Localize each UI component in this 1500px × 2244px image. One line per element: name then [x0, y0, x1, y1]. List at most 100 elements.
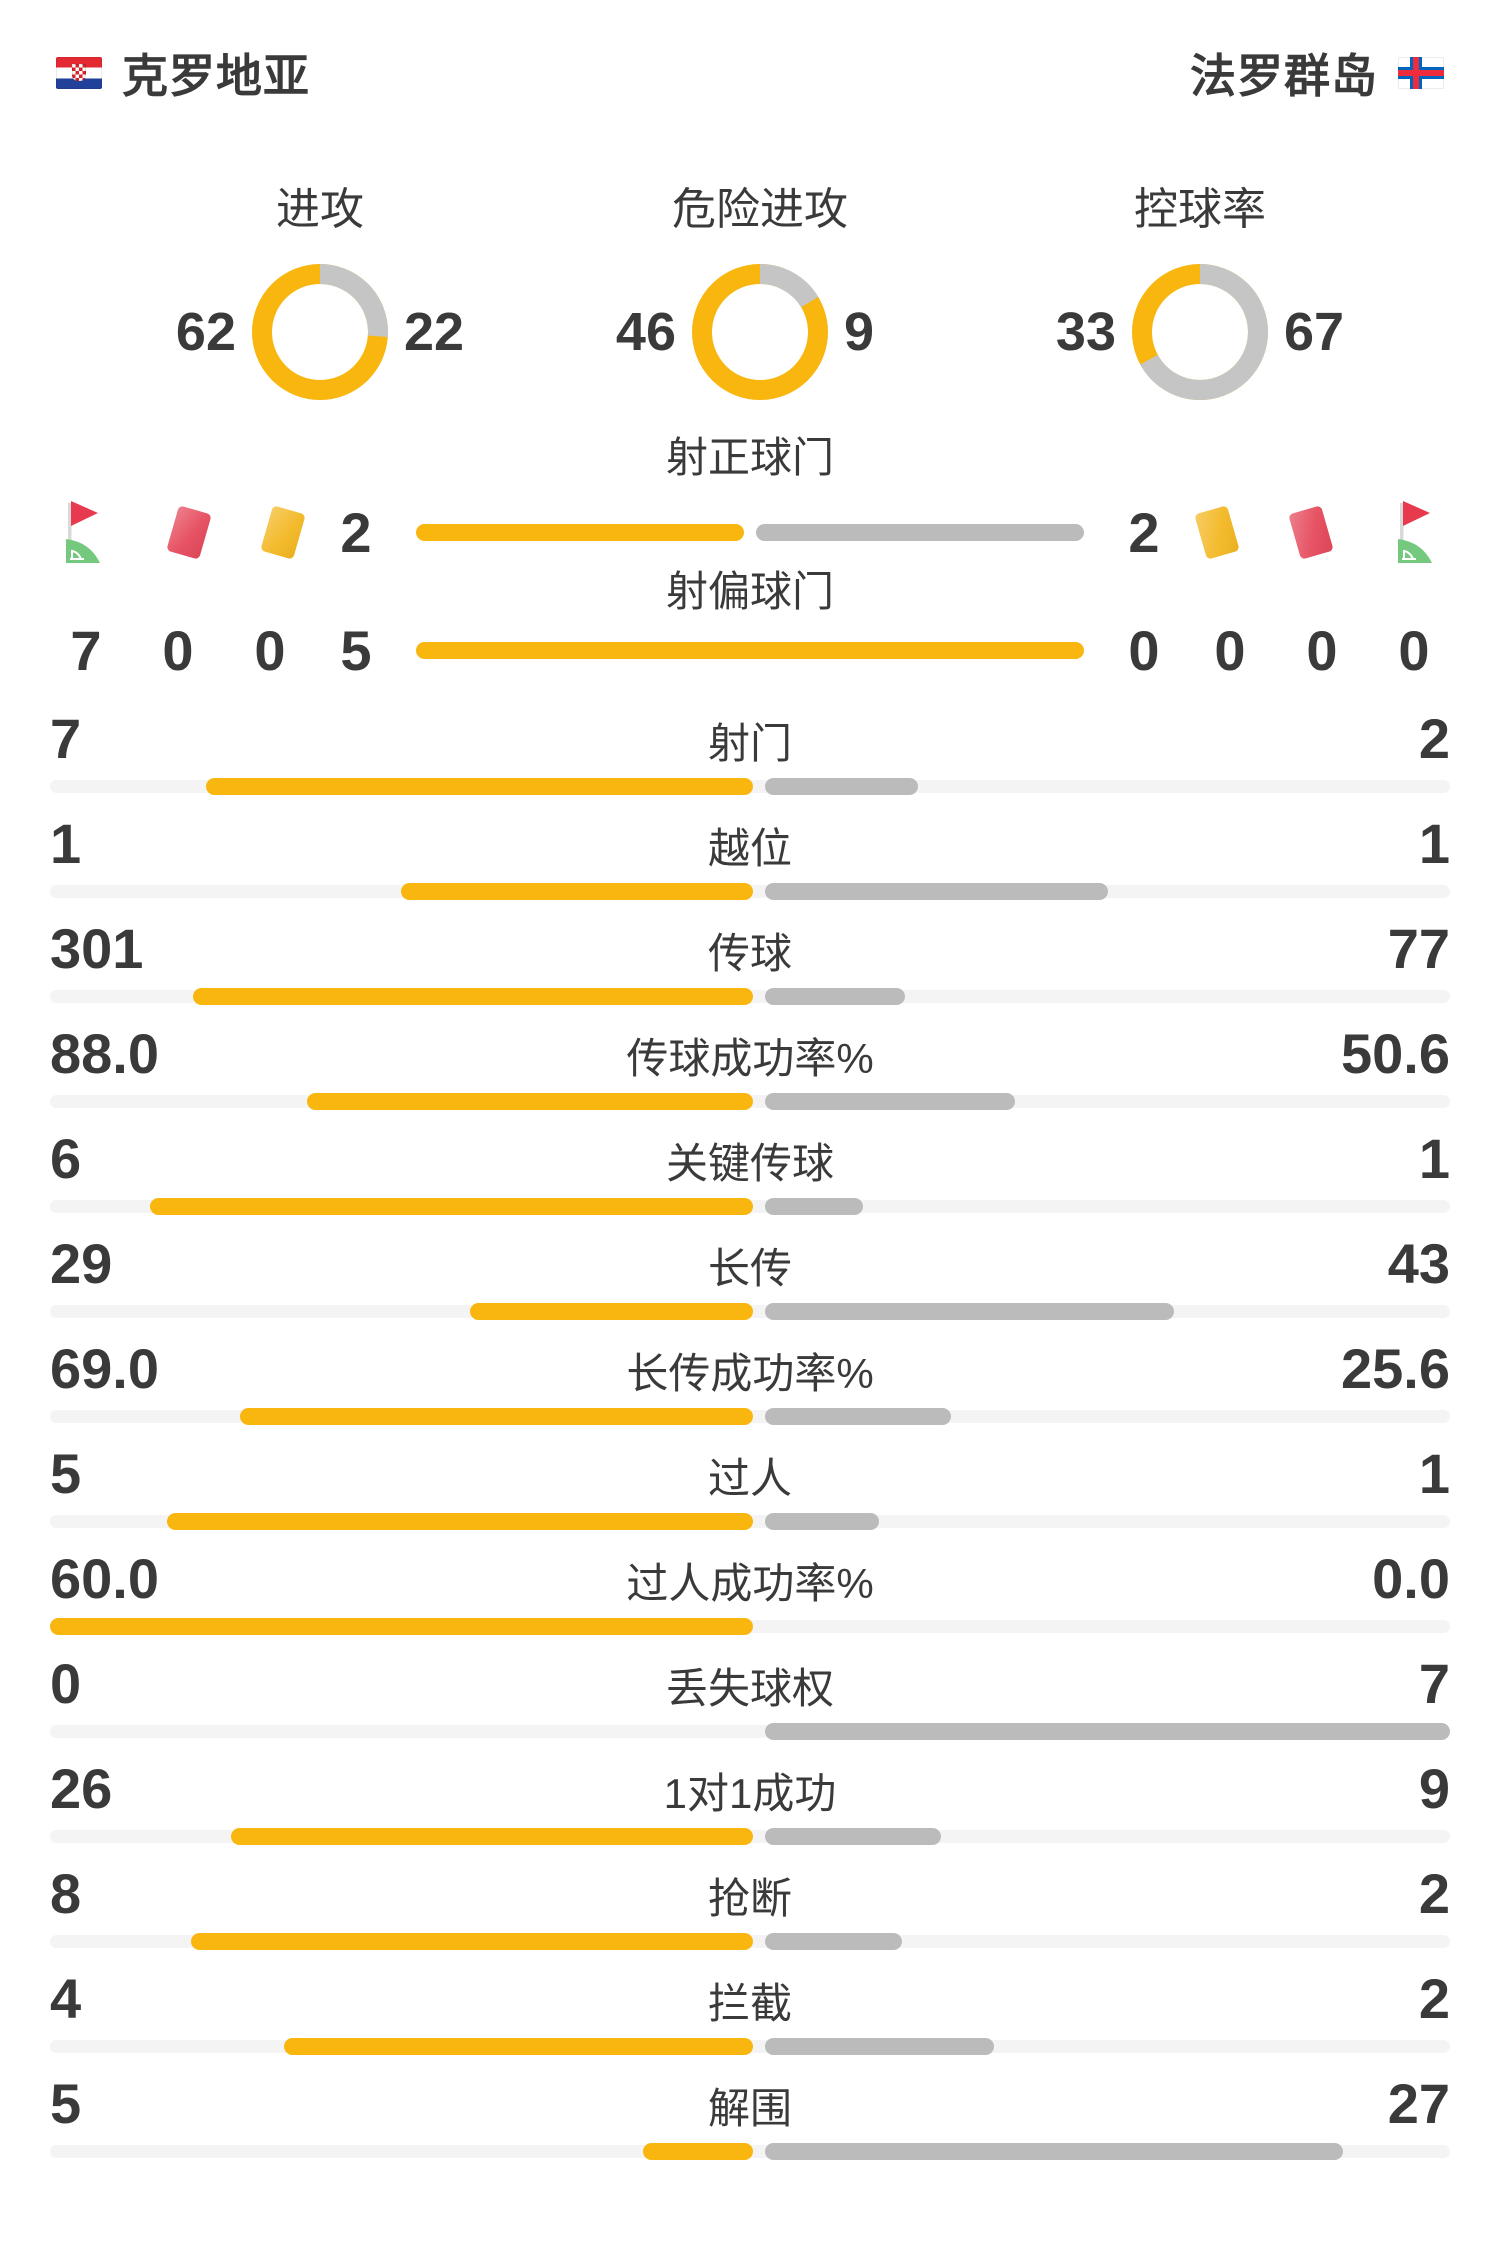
donut-label: 进攻: [276, 185, 364, 234]
away-bar: [765, 988, 905, 1005]
stat-label: 越位: [707, 825, 792, 872]
stat-away-value: 9: [1418, 1757, 1450, 1820]
yellow-card-icon: [260, 504, 306, 560]
stat-bar-track: [50, 1933, 1450, 1950]
donut-away-value: 67: [1284, 302, 1345, 362]
stat-home-value: 26: [50, 1757, 113, 1820]
corner-flag-icon: [66, 501, 100, 563]
stat-row: 4 拦截 2: [50, 1968, 1450, 2055]
croatia-flag-icon: [56, 57, 102, 89]
stat-home-value: 0: [50, 1652, 82, 1715]
donut-body: 62 22: [140, 264, 500, 400]
away-corners-count: 0: [1398, 618, 1430, 682]
stat-bar-track: [50, 988, 1450, 1005]
stat-away-value: 1: [1418, 1127, 1450, 1190]
away-bar: [756, 523, 1084, 541]
stat-label: 过人成功率%: [626, 1560, 874, 1607]
stat-home-value: 4: [50, 1967, 82, 2030]
red-card-icon: [166, 504, 212, 560]
stat-label: 抢断: [707, 1875, 792, 1922]
stat-away-value: 1: [1418, 812, 1450, 875]
stat-bar-track: [50, 1828, 1450, 1845]
stat-head: 8 抢断 2: [50, 1863, 1450, 1925]
stat-label: 长传成功率%: [626, 1350, 874, 1397]
home-bar: [416, 641, 1084, 659]
stat-row: 301 传球 77: [50, 917, 1450, 1005]
donut-home-value: 33: [1055, 302, 1116, 362]
stat-bar-track: [50, 1618, 1450, 1635]
away-team-name: 法罗群岛: [1190, 50, 1378, 102]
stat-bar-track: [50, 2038, 1450, 2055]
stat-row: 0 丢失球权 7: [50, 1653, 1450, 1740]
stat-row: 60.0 过人成功率% 0.0: [50, 1548, 1450, 1635]
stat-row: 29 长传 43: [50, 1232, 1450, 1320]
away-bar: [765, 883, 1108, 900]
home-corners-count: 7: [70, 618, 102, 682]
stat-head: 4 拦截 2: [50, 1968, 1450, 2030]
home-bar: [230, 1828, 753, 1845]
stat-row: 5 解围 27: [50, 2072, 1450, 2160]
stat-home-value: 7: [50, 707, 82, 770]
home-bar: [193, 988, 753, 1005]
home-bar: [306, 1093, 753, 1110]
donut-charts-row: 进攻 62 22 危险进攻 46 9 控球率 33 67: [0, 184, 1500, 400]
stat-label: 丢失球权: [665, 1665, 834, 1712]
stat-home-value: 5: [50, 2072, 82, 2135]
stat-row: 6 关键传球 1: [50, 1127, 1450, 1215]
away-bar: [765, 1723, 1450, 1740]
stat-away-value: 77: [1387, 917, 1450, 980]
stat-head: 88.0 传球成功率% 50.6: [50, 1023, 1450, 1085]
stat-home-value: 1: [50, 812, 82, 875]
stat-label: 解围: [707, 2085, 792, 2132]
away-yellow-cards-count: 0: [1214, 618, 1246, 682]
home-bar: [167, 1513, 753, 1530]
stat-home-value: 29: [50, 1232, 113, 1295]
shots-on-target-home-value: 2: [340, 500, 372, 564]
home-discipline-counts: 7 0 0: [56, 618, 300, 683]
donut-home-value: 62: [175, 302, 236, 362]
donut-label: 危险进攻: [672, 185, 848, 234]
stat-bar-track: [50, 1408, 1450, 1425]
stat-label: 传球: [707, 930, 792, 977]
stat-head: 26 1对1成功 9: [50, 1758, 1450, 1820]
shots-off-target-label: 射偏球门: [665, 568, 834, 615]
away-bar: [765, 1933, 903, 1950]
away-red-cards-count: 0: [1306, 618, 1338, 682]
stat-label: 长传: [707, 1245, 792, 1292]
shots-on-target-row: 2 2: [0, 500, 1500, 564]
stat-label: 1对1成功: [663, 1770, 837, 1817]
stat-row: 7 射门 2: [50, 708, 1450, 795]
home-bar: [469, 1303, 753, 1320]
stat-bar-track: [50, 883, 1450, 900]
stat-row: 1 越位 1: [50, 812, 1450, 900]
stat-away-value: 27: [1387, 2072, 1450, 2135]
red-card-icon: [1288, 504, 1334, 560]
stat-away-value: 2: [1418, 1862, 1450, 1925]
donut-home-value: 46: [615, 302, 676, 362]
stat-head: 60.0 过人成功率% 0.0: [50, 1548, 1450, 1610]
croatia-crest-icon: [72, 64, 86, 81]
stat-home-value: 60.0: [50, 1547, 159, 1610]
donut-chart: [252, 264, 388, 400]
home-bar: [190, 1933, 753, 1950]
stat-away-value: 50.6: [1341, 1022, 1450, 1085]
home-team: 克罗地亚: [56, 40, 310, 106]
donut-group: 危险进攻 46 9: [540, 184, 980, 400]
stat-head: 69.0 长传成功率% 25.6: [50, 1338, 1450, 1400]
away-team: 法罗群岛: [1190, 40, 1444, 106]
match-header: 克罗地亚 法罗群岛: [0, 0, 1500, 106]
donut-group: 控球率 33 67: [980, 184, 1420, 400]
stat-home-value: 5: [50, 1442, 82, 1505]
stat-head: 7 射门 2: [50, 708, 1450, 770]
stats-list: 7 射门 2 1 越位 1 301 传球 77 88.0 传球成功率% 50.6 6 关键传球 1 29 长传 4…: [0, 708, 1500, 2160]
away-bar: [765, 1198, 864, 1215]
stat-home-value: 69.0: [50, 1337, 159, 1400]
stat-head: 0 丢失球权 7: [50, 1653, 1450, 1715]
stat-row: 69.0 长传成功率% 25.6: [50, 1338, 1450, 1425]
shots-off-target-away-value: 0: [1128, 618, 1160, 682]
stat-away-value: 43: [1387, 1232, 1450, 1295]
stat-away-value: 0.0: [1372, 1547, 1450, 1610]
home-bar: [150, 1198, 753, 1215]
stat-away-value: 25.6: [1341, 1337, 1450, 1400]
